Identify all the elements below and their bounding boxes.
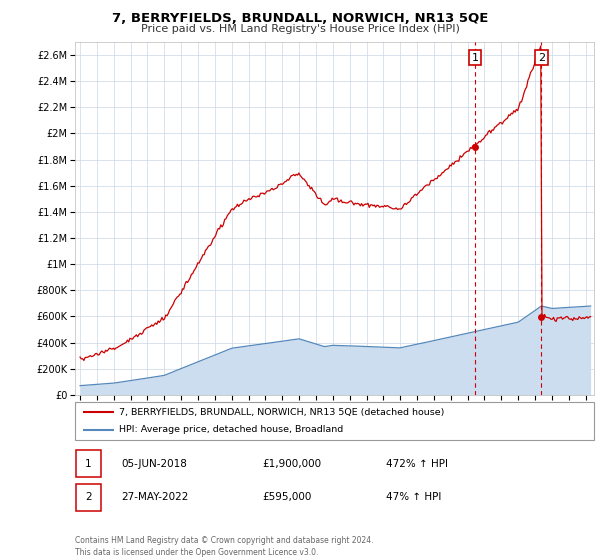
- Text: 1: 1: [472, 53, 478, 63]
- Text: 7, BERRYFIELDS, BRUNDALL, NORWICH, NR13 5QE: 7, BERRYFIELDS, BRUNDALL, NORWICH, NR13 …: [112, 12, 488, 25]
- Text: £595,000: £595,000: [262, 492, 311, 502]
- Text: 2: 2: [538, 53, 545, 63]
- Text: 2: 2: [85, 492, 92, 502]
- Bar: [76, 450, 101, 477]
- Text: 1: 1: [85, 459, 92, 469]
- Text: HPI: Average price, detached house, Broadland: HPI: Average price, detached house, Broa…: [119, 425, 343, 434]
- Text: 05-JUN-2018: 05-JUN-2018: [122, 459, 188, 469]
- Text: 47% ↑ HPI: 47% ↑ HPI: [386, 492, 442, 502]
- Text: Price paid vs. HM Land Registry's House Price Index (HPI): Price paid vs. HM Land Registry's House …: [140, 24, 460, 34]
- Text: £1,900,000: £1,900,000: [262, 459, 321, 469]
- Text: 27-MAY-2022: 27-MAY-2022: [122, 492, 189, 502]
- Text: Contains HM Land Registry data © Crown copyright and database right 2024.
This d: Contains HM Land Registry data © Crown c…: [75, 536, 373, 557]
- Text: 472% ↑ HPI: 472% ↑ HPI: [386, 459, 448, 469]
- Bar: [76, 484, 101, 511]
- Text: 7, BERRYFIELDS, BRUNDALL, NORWICH, NR13 5QE (detached house): 7, BERRYFIELDS, BRUNDALL, NORWICH, NR13 …: [119, 408, 445, 417]
